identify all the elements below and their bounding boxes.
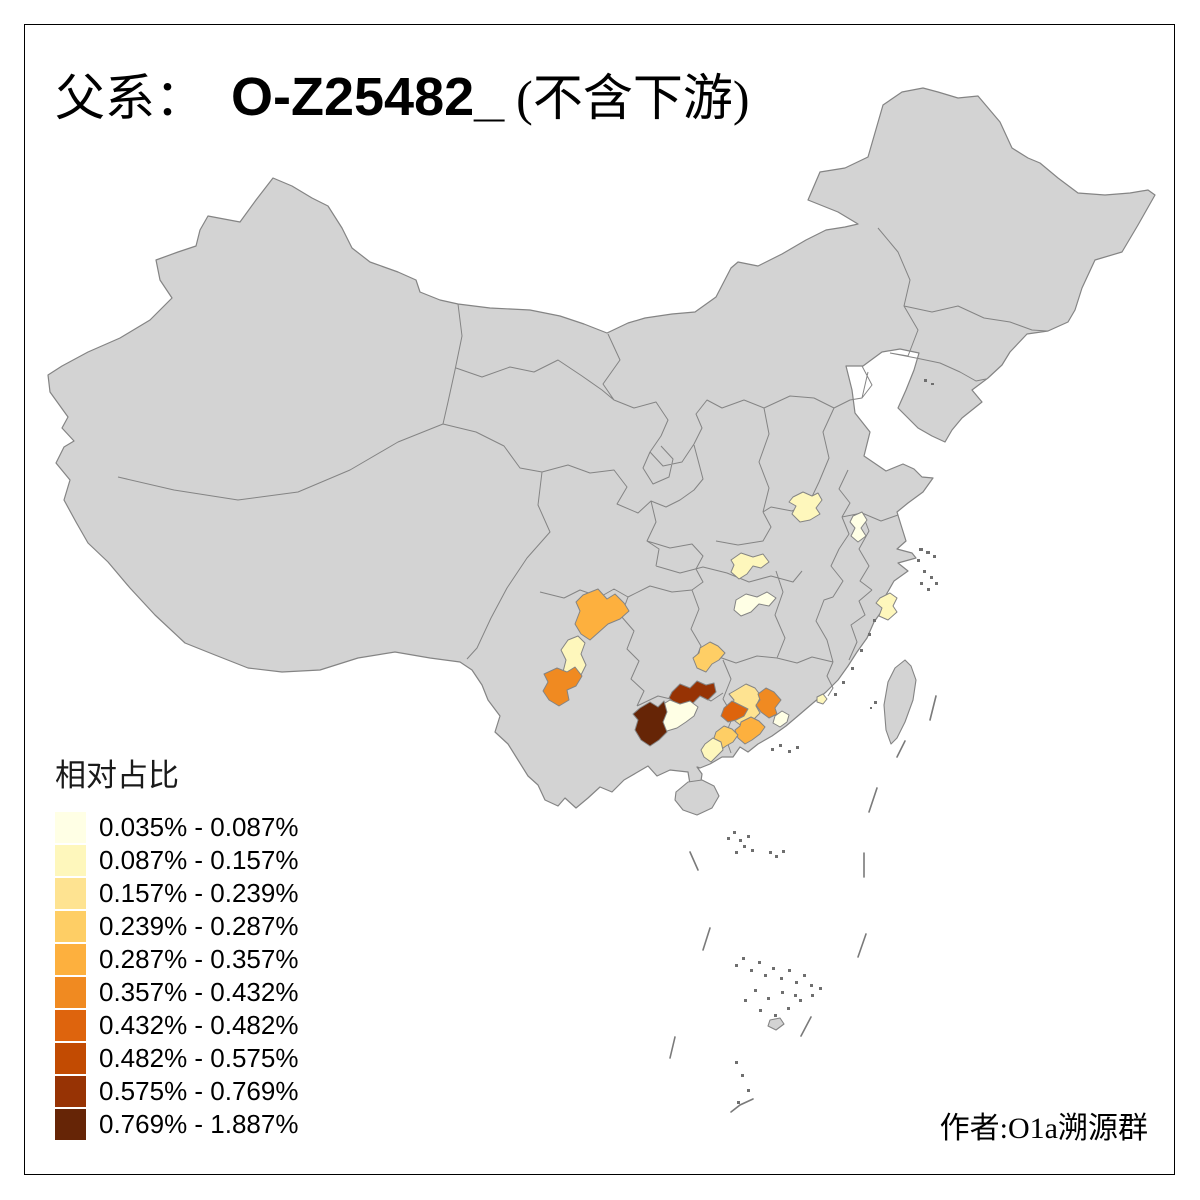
map-region-guangdong-far-southwest <box>700 737 724 763</box>
legend-label: 0.157% - 0.239% <box>99 878 299 908</box>
hainan-island <box>674 779 720 816</box>
legend-item-1: 0.087% - 0.157% <box>55 844 298 877</box>
island-specks <box>727 379 938 1104</box>
title-haplogroup: O-Z25482_ <box>231 67 505 127</box>
map-region-hubei-hunan-border <box>730 552 770 580</box>
legend-item-7: 0.482% - 0.575% <box>55 1042 298 1075</box>
legend-swatch <box>55 1043 86 1074</box>
legend-swatch <box>55 977 86 1008</box>
map-region-guangxi-northeast <box>692 641 726 673</box>
map-region-yunnan-south <box>542 666 583 707</box>
author-credit: 作者:O1a溯源群 <box>939 1112 1148 1145</box>
map-region-henan-east <box>788 491 823 523</box>
legend-item-4: 0.287% - 0.357% <box>55 943 298 976</box>
map-region-guangdong-east <box>816 693 828 705</box>
taiwan-island <box>883 659 917 745</box>
plot-frame <box>24 24 1175 1175</box>
legend-item-3: 0.239% - 0.287% <box>55 910 298 943</box>
legend: 相对占比 0.035% - 0.087% 0.087% - 0.157% 0.157… <box>55 750 298 1141</box>
legend-label: 0.575% - 0.769% <box>99 1076 299 1106</box>
legend-swatch <box>55 1109 86 1140</box>
map-region-sichuan-south <box>574 588 630 641</box>
legend-label: 0.482% - 0.575% <box>99 1043 299 1073</box>
legend-label: 0.239% - 0.287% <box>99 911 299 941</box>
mainland <box>47 87 1156 809</box>
map-region-guangxi-west <box>632 700 668 747</box>
legend-label: 0.357% - 0.432% <box>99 977 299 1007</box>
legend-items: 0.035% - 0.087% 0.087% - 0.157% 0.157% - 0… <box>55 811 298 1141</box>
legend-swatch <box>55 911 86 942</box>
map-region-guangdong-central <box>734 716 766 745</box>
legend-label: 0.035% - 0.087% <box>99 812 299 842</box>
nine-dash-line <box>669 695 937 1113</box>
legend-item-9: 0.769% - 1.887% <box>55 1108 298 1141</box>
islands <box>674 659 917 1031</box>
legend-item-8: 0.575% - 0.769% <box>55 1075 298 1108</box>
south-sea-islet <box>767 1017 785 1031</box>
map-region-guangdong-coast <box>772 710 790 728</box>
china-outline <box>47 87 1156 809</box>
map-region-hunan-central <box>733 591 777 617</box>
legend-swatch <box>55 845 86 876</box>
legend-item-2: 0.157% - 0.239% <box>55 877 298 910</box>
legend-item-6: 0.432% - 0.482% <box>55 1009 298 1042</box>
legend-title: 相对占比 <box>55 758 179 793</box>
legend-label: 0.432% - 0.482% <box>99 1010 299 1040</box>
map-region-zhejiang-east <box>875 592 898 621</box>
map-region-jiangsu-north <box>849 511 868 543</box>
map-title: 父系： O-Z25482_ (不含下游) <box>55 58 749 130</box>
legend-swatch <box>55 944 86 975</box>
title-suffix: (不含下游) <box>516 70 750 126</box>
legend-item-0: 0.035% - 0.087% <box>55 811 298 844</box>
map-region-guangdong-west-central <box>720 700 749 723</box>
legend-label: 0.769% - 1.887% <box>99 1109 299 1139</box>
title-prefix: 父系： <box>55 70 205 126</box>
legend-item-5: 0.357% - 0.432% <box>55 976 298 1009</box>
legend-swatch <box>55 878 86 909</box>
legend-swatch <box>55 812 86 843</box>
legend-swatch <box>55 1010 86 1041</box>
legend-swatch <box>55 1076 86 1107</box>
legend-label: 0.287% - 0.357% <box>99 944 299 974</box>
choropleth-regions <box>542 491 898 763</box>
legend-label: 0.087% - 0.157% <box>99 845 299 875</box>
